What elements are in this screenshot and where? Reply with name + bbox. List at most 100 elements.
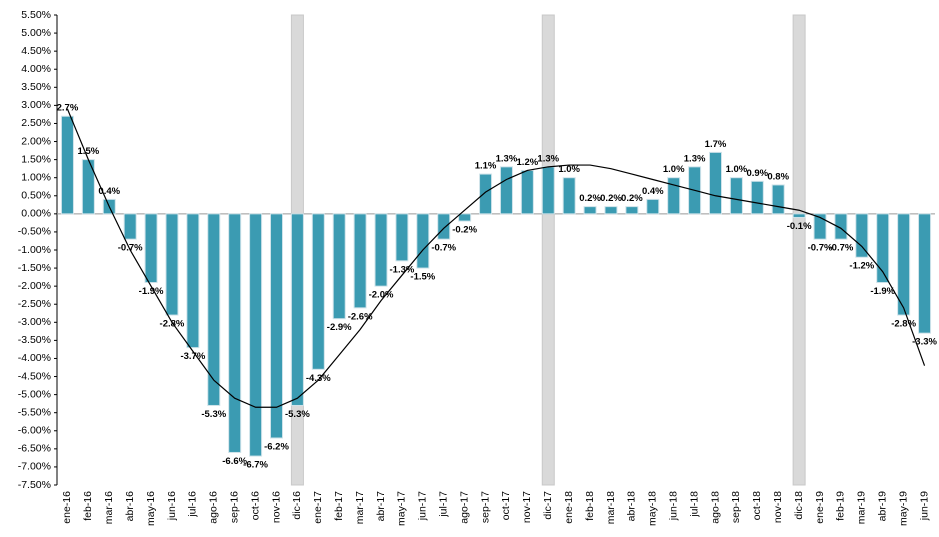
x-tick-label: may-18: [647, 491, 659, 526]
x-tick-label: may-19: [897, 491, 909, 526]
bar: [207, 213, 221, 406]
y-tick-label: -5.00%: [18, 388, 51, 400]
y-tick-label: -5.50%: [18, 406, 51, 418]
value-label: 1.0%: [558, 164, 580, 175]
value-label: 1.1%: [475, 161, 497, 172]
x-tick-label: mar-19: [856, 491, 868, 524]
bar: [186, 213, 200, 349]
value-label: -1.9%: [139, 286, 164, 297]
y-tick-label: 4.00%: [21, 63, 51, 75]
x-tick-label: jun-17: [417, 491, 429, 521]
x-tick-label: abr-17: [375, 491, 387, 522]
bar: [437, 213, 451, 240]
x-tick-label: mar-18: [605, 491, 617, 524]
x-tick-label: feb-17: [333, 491, 345, 521]
value-label: 0.4%: [98, 186, 120, 197]
bar: [479, 173, 493, 215]
bar: [771, 184, 785, 215]
value-label: -1.5%: [410, 272, 435, 283]
x-tick-label: oct-16: [249, 491, 261, 520]
x-tick-label: feb-16: [82, 491, 94, 521]
highlight-band: [792, 14, 806, 486]
x-tick-label: abr-18: [626, 491, 638, 522]
highlight-band: [541, 14, 555, 486]
x-tick-label: jul-17: [438, 491, 450, 518]
x-tick-label: ene-18: [563, 491, 575, 524]
bar: [499, 166, 513, 215]
value-label: 0.8%: [767, 171, 789, 182]
x-tick-label: nov-16: [270, 491, 282, 523]
bar: [165, 213, 179, 316]
y-tick-label: 3.00%: [21, 99, 51, 111]
bar: [562, 177, 576, 215]
value-label: -6.7%: [243, 460, 268, 471]
y-tick-label: 0.00%: [21, 208, 51, 220]
value-label: 1.2%: [517, 157, 539, 168]
value-label: 1.5%: [78, 146, 100, 157]
y-tick-label: 1.50%: [21, 153, 51, 165]
value-label: -6.2%: [264, 442, 289, 453]
bar: [709, 151, 722, 215]
x-tick-label: dic-18: [793, 491, 805, 520]
y-tick-label: 5.00%: [21, 27, 51, 39]
bar: [834, 213, 848, 240]
x-tick-label: ago-16: [208, 491, 220, 524]
x-tick-label: jun-16: [166, 491, 178, 521]
y-tick-label: 2.50%: [21, 117, 51, 129]
y-tick-label: 1.00%: [21, 171, 51, 183]
y-tick-label: 0.50%: [21, 190, 51, 202]
value-label: 1.7%: [705, 139, 727, 150]
y-tick-label: -2.50%: [18, 298, 51, 310]
value-label: 0.2%: [579, 193, 601, 204]
bar: [353, 213, 367, 309]
x-tick-label: ene-16: [61, 491, 73, 524]
value-label: 1.3%: [496, 153, 518, 164]
bar: [667, 177, 681, 215]
value-label: 1.0%: [663, 164, 685, 175]
value-label: -6.6%: [222, 456, 247, 467]
bar: [646, 198, 660, 215]
value-label: -0.7%: [829, 243, 854, 254]
x-tick-label: abr-16: [124, 491, 136, 522]
value-label: -2.6%: [348, 311, 373, 322]
y-tick-label: -2.00%: [18, 280, 51, 292]
x-tick-label: oct-18: [751, 491, 763, 520]
x-tick-label: jul-16: [187, 491, 199, 518]
x-tick-label: jun-18: [667, 491, 679, 521]
value-label: -0.1%: [787, 221, 812, 232]
value-label: -0.7%: [431, 243, 456, 254]
bar: [583, 206, 597, 215]
y-tick-label: -3.00%: [18, 316, 51, 328]
y-tick-label: -7.00%: [18, 461, 51, 473]
value-label: -4.3%: [306, 373, 331, 384]
x-tick-label: ene-17: [312, 491, 324, 524]
bar: [541, 166, 555, 215]
bar: [604, 206, 618, 215]
bar: [144, 213, 158, 284]
x-tick-label: ene-19: [814, 491, 826, 524]
x-tick-label: dic-16: [291, 491, 303, 520]
x-tick-label: oct-17: [500, 491, 512, 520]
bar: [792, 213, 806, 218]
value-label: -2.8%: [891, 319, 916, 330]
value-label: -1.3%: [390, 264, 415, 275]
bar: [729, 177, 743, 215]
bar: [311, 213, 325, 370]
value-label: 1.0%: [726, 164, 748, 175]
y-tick-label: -4.50%: [18, 370, 51, 382]
y-tick-label: -7.50%: [18, 479, 51, 491]
value-label: -0.7%: [808, 243, 833, 254]
x-tick-label: feb-18: [584, 491, 596, 521]
x-tick-label: feb-19: [835, 491, 847, 521]
value-label: 1.3%: [537, 153, 559, 164]
value-label: -2.0%: [369, 290, 394, 301]
value-label: -1.2%: [849, 261, 874, 272]
x-tick-label: nov-18: [772, 491, 784, 523]
value-label: -5.3%: [285, 409, 310, 420]
bar: [123, 213, 137, 240]
x-tick-label: may-17: [396, 491, 408, 526]
bar: [395, 213, 409, 262]
y-tick-label: 2.00%: [21, 135, 51, 147]
y-tick-label: -6.50%: [18, 443, 51, 455]
value-label: -3.3%: [912, 337, 937, 348]
